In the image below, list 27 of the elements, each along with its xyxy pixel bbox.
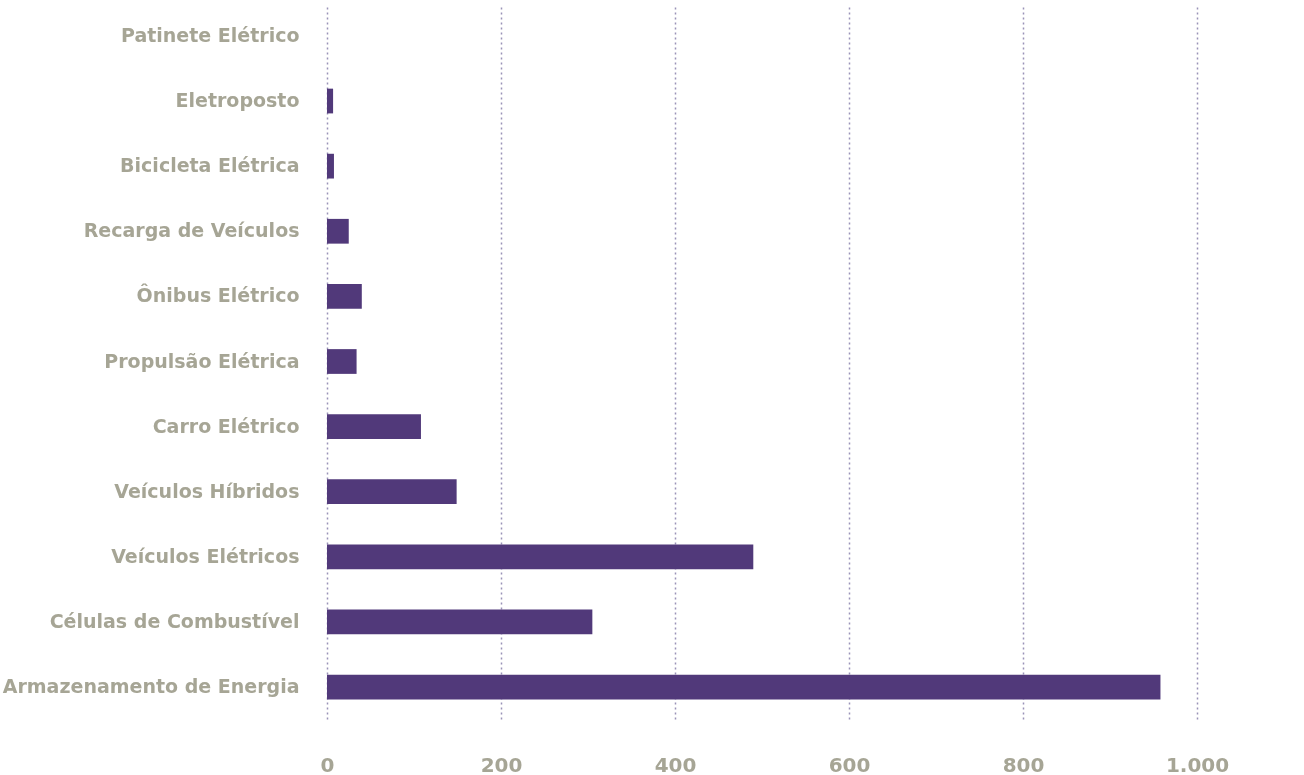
bar [327,479,457,505]
bar [327,349,357,374]
bar [327,88,334,114]
bar [327,674,1161,700]
y-tick-label: Propulsão Elétrica [104,349,300,372]
bar [327,544,754,570]
y-tick-label: Células de Combustível [49,609,300,632]
x-tick-label: 200 [480,752,523,775]
x-tick-label: 600 [828,752,871,775]
y-tick-label: Armazenamento de Energia [2,675,300,698]
y-tick-label: Veículos Elétricos [111,544,300,567]
y-tick-label: Carro Elétrico [152,414,300,437]
bar [327,609,593,635]
x-tick-label: 400 [654,752,697,775]
x-tick-label: 1.000 [1165,752,1230,775]
y-tick-label: Ônibus Elétrico [136,283,300,307]
y-tick-label: Eletroposto [175,89,300,112]
bar [327,414,421,439]
y-tick-label: Bicicleta Elétrica [120,154,300,177]
bar [327,284,362,309]
x-tick-label: 0 [320,752,335,775]
bar [327,218,349,244]
x-tick-label: 800 [1002,752,1045,775]
bar [327,153,334,179]
y-tick-label: Recarga de Veículos [83,219,300,242]
y-tick-label: Patinete Elétrico [121,23,300,46]
y-tick-label: Veículos Híbridos [114,479,300,502]
